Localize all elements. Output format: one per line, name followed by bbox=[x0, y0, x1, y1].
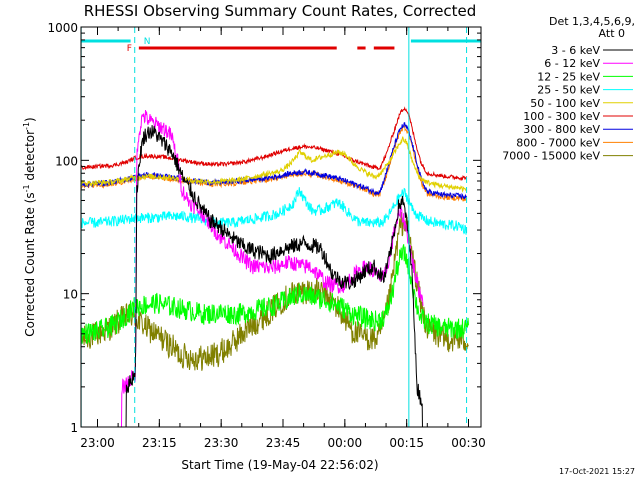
legend-label: 7000 - 15000 keV bbox=[502, 150, 600, 163]
x-tick-label: 00:30 bbox=[451, 436, 486, 450]
footer-date: 17-Oct-2021 15:27 bbox=[559, 467, 635, 476]
x-tick-label: 00:15 bbox=[389, 436, 424, 450]
legend-label: 100 - 300 keV bbox=[523, 110, 600, 123]
legend-label: 800 - 7000 keV bbox=[516, 136, 600, 149]
legend-label: 3 - 6 keV bbox=[551, 44, 600, 57]
x-tick-label: 00:00 bbox=[328, 436, 363, 450]
y-axis-label-main: Corrected Count Rate (s bbox=[23, 192, 37, 336]
series-line bbox=[81, 187, 467, 235]
y-tick-label: 1000 bbox=[47, 21, 78, 35]
x-tick-label: 23:00 bbox=[80, 436, 115, 450]
series-line bbox=[81, 244, 469, 344]
y-tick-label: 1 bbox=[70, 421, 78, 435]
legend-label: 6 - 12 keV bbox=[544, 57, 600, 70]
flag-label-f: F bbox=[127, 44, 132, 54]
series-line bbox=[120, 109, 424, 427]
flag-label-n: N bbox=[144, 37, 151, 47]
series-line bbox=[81, 106, 467, 182]
legend-label: 50 - 100 keV bbox=[530, 97, 600, 110]
y-axis-label-sup1: -1 bbox=[22, 184, 31, 192]
x-tick-label: 23:30 bbox=[204, 436, 239, 450]
detector-header-line1: Det 1,3,4,5,6,9, bbox=[549, 15, 635, 28]
detector-header-line2: Att 0 bbox=[599, 27, 625, 40]
x-tick-label: 23:15 bbox=[142, 436, 177, 450]
series-line bbox=[81, 122, 467, 200]
x-tick-label: 23:45 bbox=[266, 436, 301, 450]
axes-layer: 23:00 23:15 23:30 23:45 00:00 00:15 00:30 1 10 10… bbox=[47, 21, 485, 450]
series-line bbox=[125, 125, 423, 427]
y-tick-label: 100 bbox=[55, 154, 78, 168]
plot-frame bbox=[80, 26, 482, 428]
y-axis-label: Corrected Count Rate (s-1 detector-1) bbox=[22, 117, 37, 336]
legend-label: 12 - 25 keV bbox=[537, 70, 600, 83]
y-axis-label-sup2: -1 bbox=[22, 122, 31, 130]
x-axis-label: Start Time (19-May-04 22:56:02) bbox=[181, 458, 378, 472]
chart-title: RHESSI Observing Summary Count Rates, Co… bbox=[84, 2, 477, 20]
legend-label: 300 - 800 keV bbox=[523, 123, 600, 136]
series-line bbox=[81, 136, 467, 193]
series-layer bbox=[81, 106, 469, 427]
y-axis-label-end: ) bbox=[23, 117, 37, 122]
legend-label: 25 - 50 keV bbox=[537, 84, 600, 97]
y-tick-label: 10 bbox=[63, 288, 78, 302]
y-axis-label-mid: detector bbox=[23, 130, 37, 185]
